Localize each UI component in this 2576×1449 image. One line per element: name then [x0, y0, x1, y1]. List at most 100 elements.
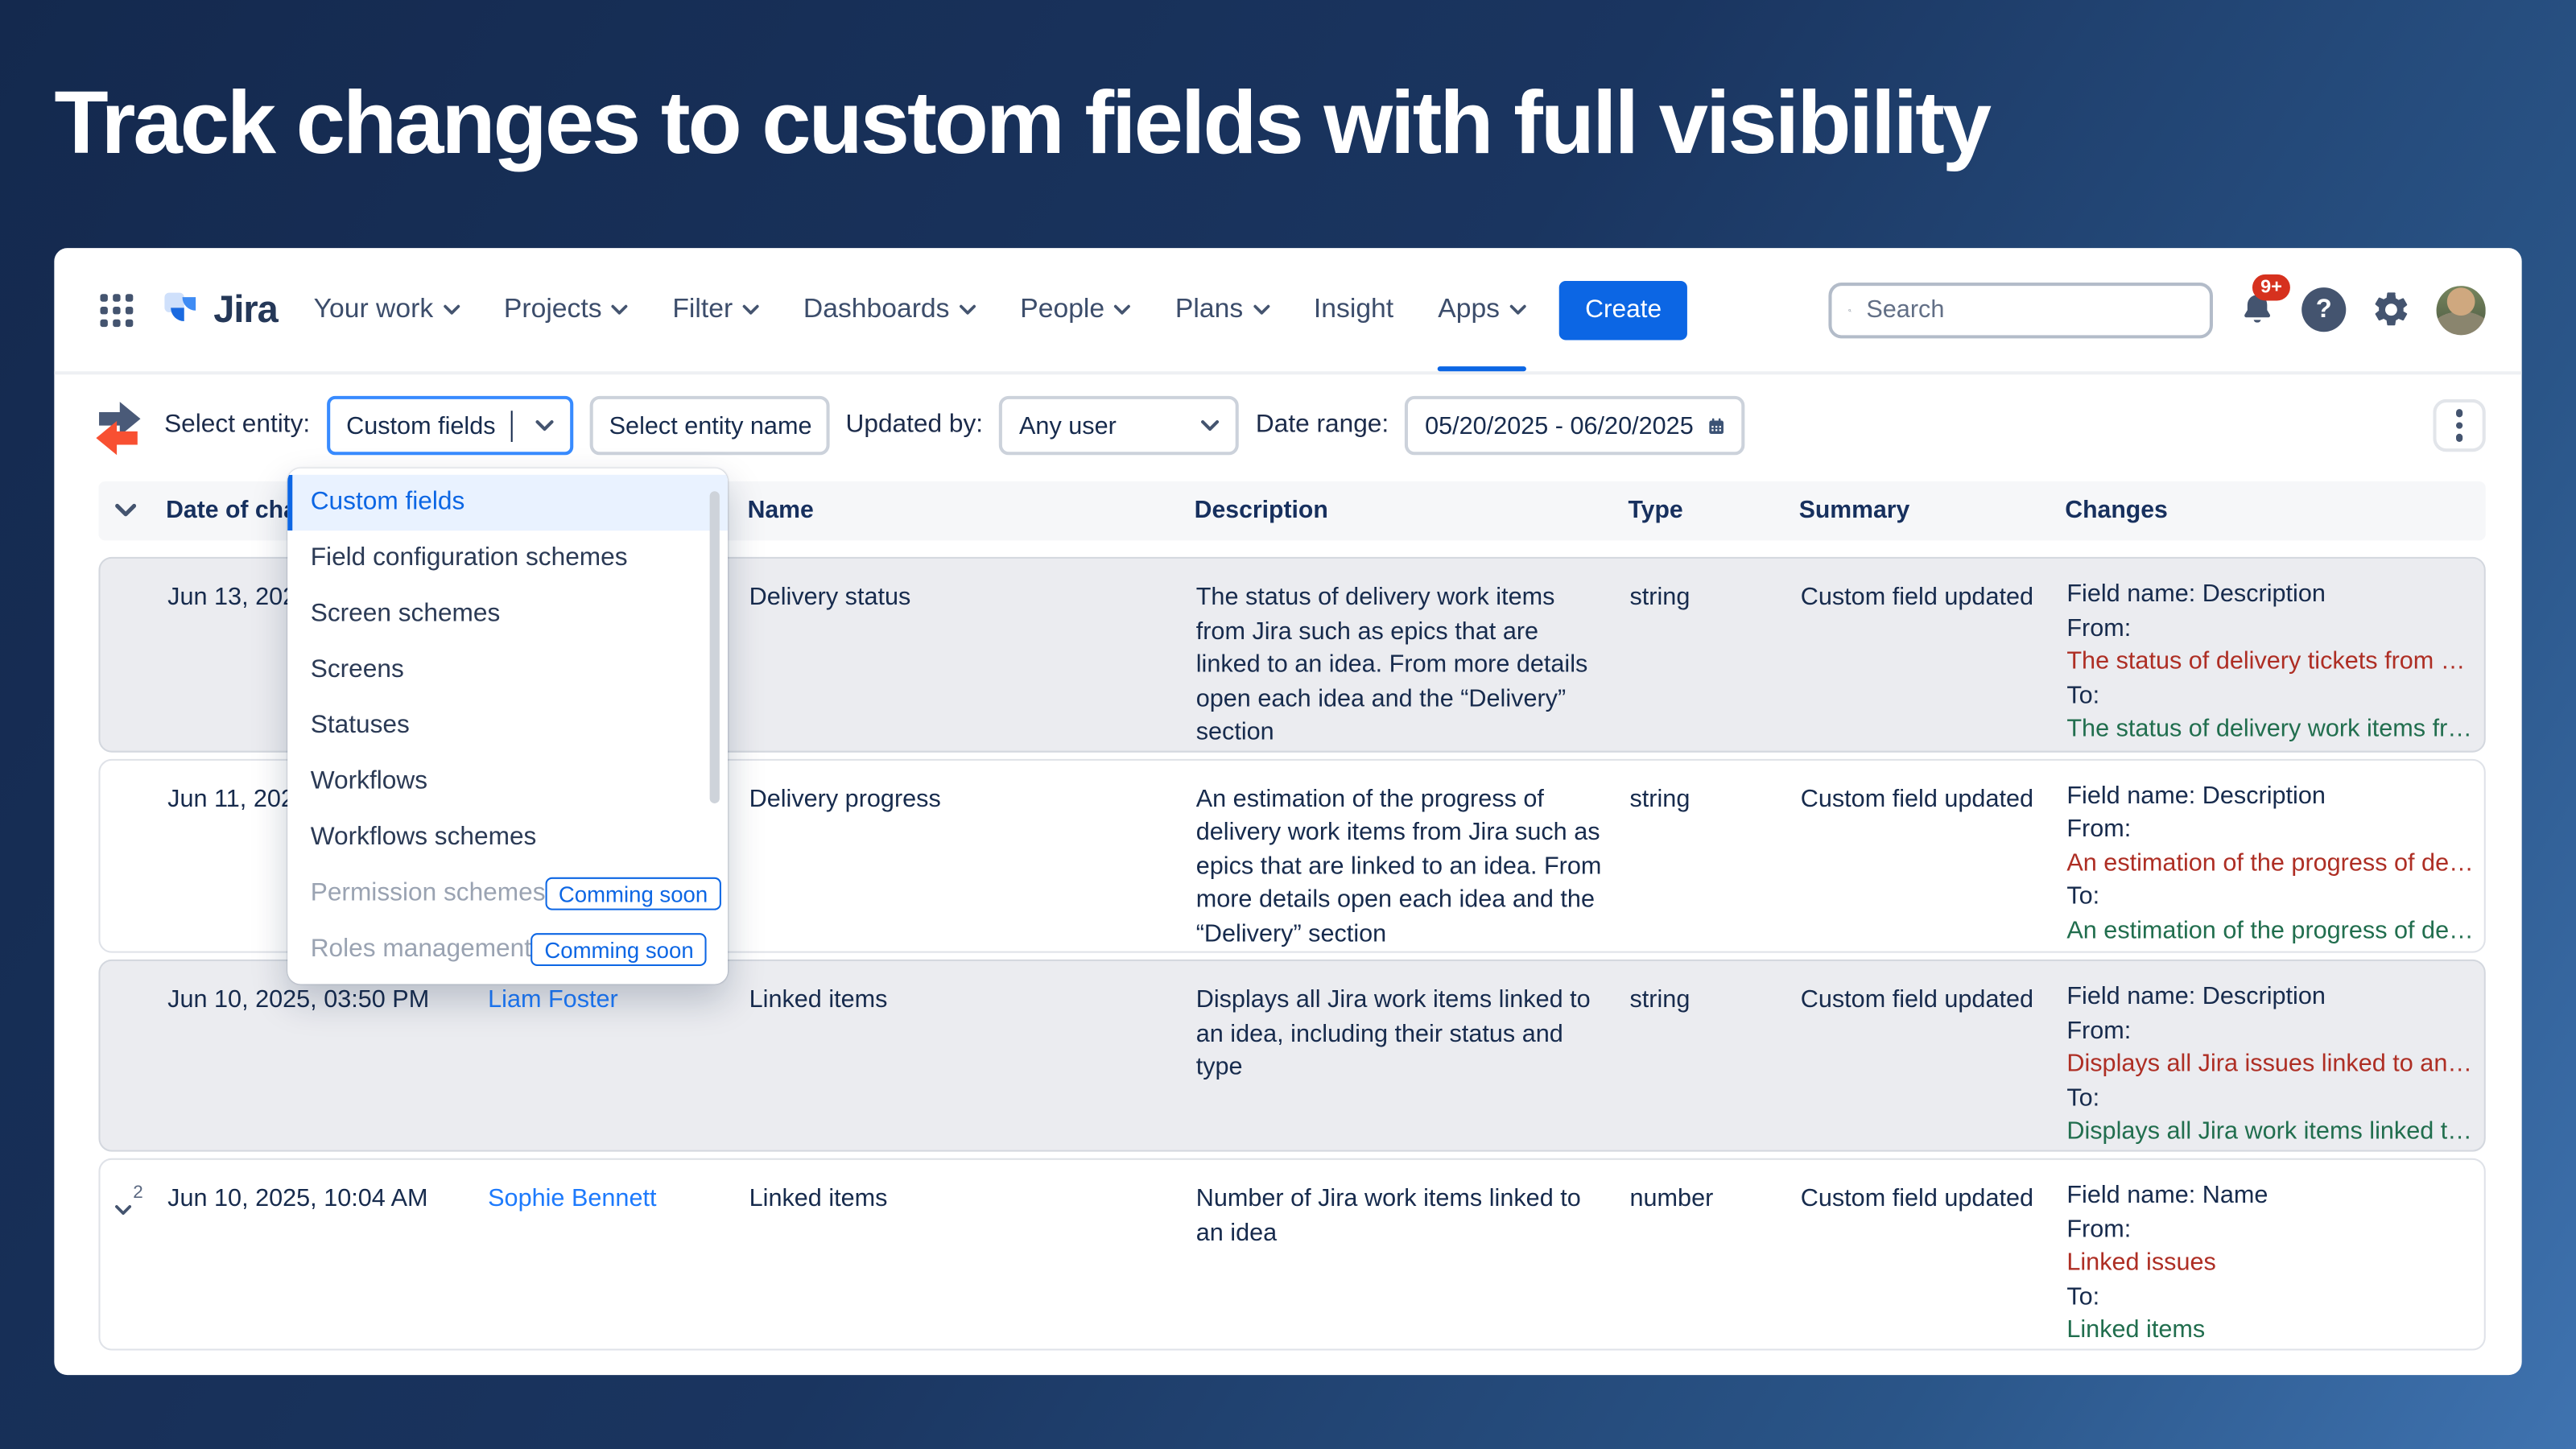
- row-expander: [100, 559, 167, 750]
- entity-dropdown: Custom fields Field configuration schemes…: [287, 468, 729, 985]
- dropdown-option-workflows-schemes[interactable]: Workflows schemes: [287, 810, 728, 865]
- changes-field-name: Field name: Name: [2066, 1181, 2268, 1210]
- changes-cell: Field name: Description From: An estimat…: [2066, 760, 2483, 952]
- nav-item-dashboards[interactable]: Dashboards: [803, 248, 976, 371]
- changes-from-label: From:: [2066, 1016, 2132, 1045]
- name-cell: Delivery progress: [749, 784, 941, 813]
- search-input[interactable]: [1866, 295, 2194, 324]
- dropdown-option-workflows[interactable]: Workflows: [287, 754, 728, 810]
- changes-from-label: From:: [2066, 815, 2132, 844]
- notification-badge: 9+: [2252, 273, 2291, 301]
- dropdown-option-label: Roles management: [310, 935, 532, 963]
- chevron-down-icon: [443, 304, 460, 315]
- updated-by-cell: Sophie Bennett: [488, 1160, 749, 1349]
- create-button[interactable]: Create: [1558, 279, 1688, 340]
- type-cell: number: [1629, 1184, 1714, 1213]
- header-type[interactable]: Type: [1628, 497, 1683, 525]
- app-window: Jira Your work Projects Filter Dashboards Pe…: [54, 248, 2522, 1376]
- chevron-down-icon: [742, 304, 759, 315]
- dropdown-option-label: Workflows: [310, 767, 428, 795]
- type-cell: string: [1629, 784, 1690, 813]
- dropdown-option-label: Statuses: [310, 711, 410, 740]
- header-changes[interactable]: Changes: [2065, 497, 2168, 525]
- nav-item-apps[interactable]: Apps: [1438, 248, 1526, 372]
- changes-to-value: An estimation of the progress of delive…: [2066, 916, 2478, 945]
- changes-to-label: To:: [2066, 882, 2100, 911]
- date-range-input[interactable]: 05/20/2025 - 06/20/2025: [1405, 395, 1746, 456]
- search-box[interactable]: [1828, 282, 2213, 338]
- header-summary[interactable]: Summary: [1798, 497, 1910, 525]
- user-avatar[interactable]: [2436, 285, 2486, 335]
- dropdown-option-label: Permission schemes: [310, 878, 546, 907]
- summary-cell: Custom field updated: [1800, 583, 2034, 612]
- user-link[interactable]: Sophie Bennett: [488, 1184, 657, 1213]
- nav-item-label: Your work: [313, 294, 434, 324]
- nav-item-label: Dashboards: [803, 294, 950, 324]
- header-name[interactable]: Name: [747, 497, 814, 525]
- collapse-all-button[interactable]: [98, 497, 166, 524]
- table-row: 2 Jun 10, 2025, 10:04 AM Sophie Bennett …: [98, 1158, 2486, 1351]
- nav-item-filter[interactable]: Filter: [672, 248, 759, 371]
- more-options-button[interactable]: [2433, 398, 2486, 452]
- summary-cell: Custom field updated: [1800, 784, 2034, 813]
- date-of-change-cell: Jun 11, 202: [167, 784, 295, 813]
- dropdown-option-label: Workflows schemes: [310, 823, 537, 852]
- dropdown-option-roles-management: Roles management Comming soon: [287, 922, 728, 977]
- updated-by-label: Updated by:: [845, 411, 984, 439]
- coming-soon-badge: Comming soon: [545, 877, 721, 910]
- settings-button[interactable]: [2371, 289, 2412, 330]
- nav-item-people[interactable]: People: [1020, 248, 1131, 371]
- date-range-label: Date range:: [1255, 411, 1389, 439]
- nav-item-insight[interactable]: Insight: [1314, 248, 1393, 371]
- nav-item-label: People: [1020, 294, 1105, 324]
- dropdown-option-statuses[interactable]: Statuses: [287, 698, 728, 753]
- nav-item-your-work[interactable]: Your work: [314, 248, 460, 371]
- changes-cell: Field name: Name From: Linked issues To:…: [2066, 1160, 2483, 1349]
- dropdown-option-label: Custom fields: [310, 488, 465, 516]
- changes-to-label: To:: [2066, 681, 2100, 710]
- type-cell: string: [1629, 985, 1690, 1014]
- notifications-button[interactable]: 9+: [2238, 273, 2291, 329]
- changes-to-value: Displays all Jira work items linked to a…: [2066, 1117, 2478, 1146]
- dropdown-option-custom-fields[interactable]: Custom fields: [287, 474, 729, 531]
- nav-item-plans[interactable]: Plans: [1175, 248, 1269, 371]
- summary-cell: Custom field updated: [1800, 985, 2034, 1014]
- dropdown-option-field-configuration-schemes[interactable]: Field configuration schemes: [287, 530, 728, 586]
- question-mark-icon: ?: [2301, 287, 2347, 332]
- nav-item-label: Insight: [1313, 294, 1394, 324]
- dropdown-option-label: Screen schemes: [310, 599, 501, 628]
- select-entity-label: Select entity:: [164, 411, 311, 439]
- entity-name-select-value: Select entity name: [609, 411, 812, 440]
- dropdown-option-screen-schemes[interactable]: Screen schemes: [287, 587, 728, 642]
- header-description[interactable]: Description: [1194, 497, 1328, 525]
- entity-name-select[interactable]: Select entity name: [589, 395, 830, 456]
- nav-items: Your work Projects Filter Dashboards People P…: [314, 248, 1526, 372]
- changes-from-label: From:: [2066, 1215, 2132, 1244]
- help-button[interactable]: ?: [2301, 287, 2347, 332]
- dropdown-option-screens[interactable]: Screens: [287, 642, 728, 698]
- updated-by-select[interactable]: Any user: [999, 395, 1240, 456]
- gear-icon: [2375, 292, 2408, 326]
- dropdown-option-permission-schemes: Permission schemes Comming soon: [287, 866, 728, 922]
- search-icon: [1848, 308, 1852, 312]
- description-cell: Displays all Jira work items linked to a…: [1195, 985, 1591, 1081]
- chevron-down-icon: [115, 503, 137, 517]
- jira-logo[interactable]: Jira: [161, 287, 279, 332]
- nav-item-projects[interactable]: Projects: [504, 248, 629, 371]
- changes-to-value: Linked items: [2066, 1316, 2206, 1345]
- changes-from-value: The status of delivery tickets from Jira…: [2066, 647, 2478, 676]
- name-cell: Linked items: [749, 1184, 888, 1213]
- user-link[interactable]: Liam Foster: [488, 985, 618, 1014]
- entity-select-value: Custom fields: [346, 411, 496, 440]
- dropdown-option-label: Field configuration schemes: [310, 543, 628, 572]
- app-switcher-icon[interactable]: [98, 291, 134, 328]
- nav-item-label: Plans: [1174, 294, 1244, 324]
- description-cell: An estimation of the progress of deliver…: [1195, 784, 1602, 947]
- row-expander[interactable]: 2: [100, 1160, 167, 1349]
- chevron-down-icon: [1201, 420, 1220, 431]
- table-row: Jun 10, 2025, 03:50 PM Liam Foster Linke…: [98, 959, 2486, 1152]
- entity-select[interactable]: Custom fields: [326, 395, 573, 456]
- dropdown-scrollbar[interactable]: [709, 491, 720, 803]
- changes-cell: Field name: Description From: The status…: [2066, 559, 2483, 750]
